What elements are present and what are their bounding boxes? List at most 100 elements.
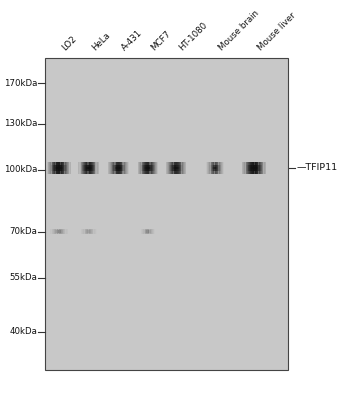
- Bar: [173, 162, 174, 174]
- Bar: [63, 162, 64, 174]
- Bar: [48, 162, 49, 174]
- Bar: [57, 162, 58, 174]
- Bar: [87, 229, 88, 234]
- Bar: [248, 162, 249, 174]
- Bar: [181, 162, 182, 174]
- Bar: [58, 230, 59, 233]
- Bar: [114, 162, 115, 174]
- Bar: [143, 229, 144, 234]
- Bar: [149, 229, 150, 234]
- Bar: [64, 162, 65, 174]
- Bar: [84, 162, 85, 174]
- Bar: [67, 229, 68, 234]
- Bar: [251, 162, 252, 174]
- Bar: [97, 162, 98, 174]
- Bar: [91, 230, 92, 233]
- Bar: [246, 162, 247, 174]
- Bar: [60, 229, 61, 234]
- Bar: [265, 162, 266, 174]
- Bar: [60, 230, 61, 233]
- Bar: [60, 230, 61, 233]
- Bar: [69, 162, 70, 174]
- Bar: [50, 229, 51, 234]
- Bar: [122, 162, 123, 174]
- Bar: [92, 162, 93, 174]
- Bar: [140, 162, 141, 174]
- Bar: [79, 162, 80, 174]
- Bar: [49, 162, 50, 174]
- Text: HeLa: HeLa: [90, 30, 112, 52]
- Bar: [247, 162, 248, 174]
- Bar: [95, 162, 96, 174]
- Bar: [153, 229, 154, 234]
- Text: A-431: A-431: [120, 28, 144, 52]
- Bar: [144, 229, 145, 234]
- Bar: [94, 162, 95, 174]
- Text: LO2: LO2: [60, 34, 79, 52]
- Bar: [55, 162, 56, 174]
- Bar: [59, 230, 60, 233]
- Bar: [142, 162, 143, 174]
- Bar: [88, 230, 89, 233]
- Bar: [156, 162, 157, 174]
- Bar: [119, 162, 120, 174]
- Bar: [117, 162, 118, 174]
- Bar: [93, 162, 94, 174]
- Bar: [93, 229, 94, 234]
- Bar: [56, 230, 57, 233]
- Bar: [111, 162, 112, 174]
- Bar: [51, 229, 52, 234]
- Bar: [250, 162, 251, 174]
- Bar: [249, 162, 250, 174]
- Bar: [157, 162, 158, 174]
- Text: 70kDa: 70kDa: [9, 227, 37, 236]
- Bar: [61, 162, 62, 174]
- Bar: [124, 162, 125, 174]
- Bar: [253, 162, 254, 174]
- Bar: [264, 162, 265, 174]
- Bar: [145, 229, 146, 234]
- Bar: [262, 162, 263, 174]
- Bar: [166, 162, 167, 174]
- Bar: [53, 229, 54, 234]
- Bar: [170, 162, 171, 174]
- Bar: [123, 162, 124, 174]
- Bar: [152, 162, 153, 174]
- Bar: [62, 162, 63, 174]
- Bar: [265, 162, 266, 174]
- Bar: [259, 162, 260, 174]
- Bar: [123, 162, 124, 174]
- Bar: [78, 162, 79, 174]
- Bar: [84, 229, 85, 234]
- Bar: [148, 229, 149, 234]
- Bar: [145, 162, 146, 174]
- Bar: [86, 162, 87, 174]
- Bar: [176, 162, 177, 174]
- Bar: [145, 229, 146, 234]
- Bar: [108, 162, 109, 174]
- Bar: [113, 162, 114, 174]
- Bar: [154, 162, 155, 174]
- Bar: [253, 162, 254, 174]
- Bar: [91, 162, 92, 174]
- Bar: [66, 229, 67, 234]
- Bar: [45, 58, 288, 370]
- Bar: [251, 162, 252, 174]
- Bar: [61, 229, 62, 234]
- Bar: [96, 229, 97, 234]
- Bar: [83, 162, 84, 174]
- Bar: [260, 162, 261, 174]
- Bar: [153, 162, 154, 174]
- Bar: [245, 162, 246, 174]
- Bar: [118, 162, 119, 174]
- Bar: [60, 162, 61, 174]
- Bar: [244, 162, 245, 174]
- Bar: [93, 229, 94, 234]
- Bar: [148, 162, 149, 174]
- Bar: [152, 162, 153, 174]
- Bar: [50, 229, 51, 234]
- Bar: [81, 162, 82, 174]
- Bar: [151, 229, 152, 234]
- Bar: [126, 162, 127, 174]
- Bar: [141, 162, 142, 174]
